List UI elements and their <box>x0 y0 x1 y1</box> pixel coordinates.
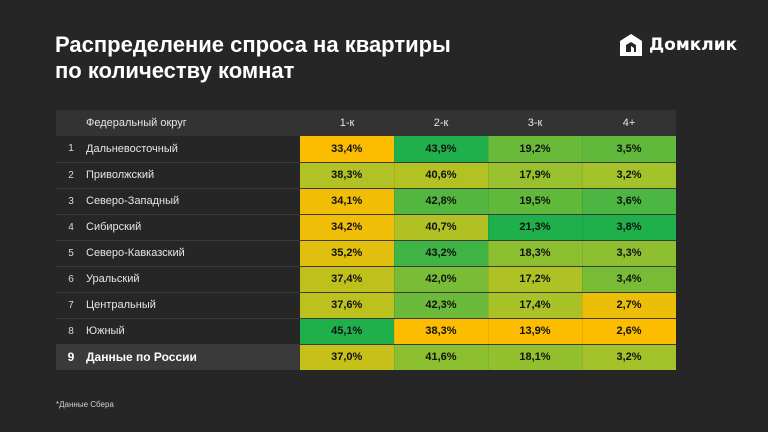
value-1-room: 45,1% <box>300 318 395 345</box>
district-name: Центральный <box>86 292 300 319</box>
value-4plus-room: 2,7% <box>582 292 677 319</box>
value-4plus-room: 3,8% <box>582 214 677 241</box>
page-title: Распределение спроса на квартиры по коли… <box>55 32 495 84</box>
footnote: *Данные Сбера <box>56 400 114 409</box>
header-3-room: 3-к <box>488 110 582 136</box>
value-3-room: 19,2% <box>488 136 583 163</box>
value-3-room: 18,3% <box>488 240 583 267</box>
value-4plus-room: 3,2% <box>582 162 677 189</box>
district-name: Северо-Западный <box>86 188 300 215</box>
table-row: 1 Дальневосточный 33,4% 43,9% 19,2% 3,5% <box>56 136 677 163</box>
district-name: Дальневосточный <box>86 136 300 163</box>
table-header-row: Федеральный округ 1-к 2-к 3-к 4+ <box>56 110 676 136</box>
page-title-line-2: по количеству комнат <box>55 58 295 83</box>
row-number: 4 <box>56 214 86 241</box>
table-row: 4 Сибирский 34,2% 40,7% 21,3% 3,8% <box>56 214 677 241</box>
value-3-room: 21,3% <box>488 214 583 241</box>
value-4plus-room: 3,3% <box>582 240 677 267</box>
row-number: 6 <box>56 266 86 293</box>
row-number: 2 <box>56 162 86 189</box>
table-row: 2 Приволжский 38,3% 40,6% 17,9% 3,2% <box>56 162 677 189</box>
value-2-room: 40,6% <box>394 162 489 189</box>
value-1-room: 38,3% <box>300 162 395 189</box>
value-4plus-room: 2,6% <box>582 318 677 345</box>
row-number: 8 <box>56 318 86 345</box>
table-row: 7 Центральный 37,6% 42,3% 17,4% 2,7% <box>56 292 677 319</box>
value-4plus-room: 3,2% <box>582 344 677 370</box>
value-1-room: 33,4% <box>300 136 395 163</box>
value-1-room: 37,6% <box>300 292 395 319</box>
table-total-row: 9 Данные по России 37,0% 41,6% 18,1% 3,2% <box>56 344 677 370</box>
value-4plus-room: 3,6% <box>582 188 677 215</box>
value-4plus-room: 3,5% <box>582 136 677 163</box>
value-1-room: 37,4% <box>300 266 395 293</box>
value-2-room: 42,3% <box>394 292 489 319</box>
value-2-room: 42,0% <box>394 266 489 293</box>
district-name: Северо-Кавказский <box>86 240 300 267</box>
value-1-room: 35,2% <box>300 240 395 267</box>
value-2-room: 41,6% <box>394 344 489 370</box>
value-2-room: 43,9% <box>394 136 489 163</box>
value-3-room: 19,5% <box>488 188 583 215</box>
district-name: Южный <box>86 318 300 345</box>
table-row: 6 Уральский 37,4% 42,0% 17,2% 3,4% <box>56 266 677 293</box>
header-4plus-room: 4+ <box>582 110 676 136</box>
domclick-logo: Домклик <box>619 33 737 57</box>
header-1-room: 1-к <box>300 110 394 136</box>
demand-table: Федеральный округ 1-к 2-к 3-к 4+ 1 Дальне… <box>56 110 677 370</box>
value-4plus-room: 3,4% <box>582 266 677 293</box>
value-1-room: 34,1% <box>300 188 395 215</box>
logo-text: Домклик <box>649 35 738 55</box>
row-number: 5 <box>56 240 86 267</box>
table-row: 8 Южный 45,1% 38,3% 13,9% 2,6% <box>56 318 677 345</box>
value-3-room: 18,1% <box>488 344 583 370</box>
district-name: Приволжский <box>86 162 300 189</box>
table-row: 5 Северо-Кавказский 35,2% 43,2% 18,3% 3,3% <box>56 240 677 267</box>
domclick-house-icon <box>620 34 642 56</box>
row-number: 9 <box>56 344 86 370</box>
row-number: 7 <box>56 292 86 319</box>
value-2-room: 38,3% <box>394 318 489 345</box>
header-2-room: 2-к <box>394 110 488 136</box>
row-number: 3 <box>56 188 86 215</box>
row-number: 1 <box>56 136 86 163</box>
value-1-room: 34,2% <box>300 214 395 241</box>
value-3-room: 13,9% <box>488 318 583 345</box>
district-name: Уральский <box>86 266 300 293</box>
page-title-line-1: Распределение спроса на квартиры <box>55 32 451 57</box>
district-name: Данные по России <box>86 344 300 370</box>
value-3-room: 17,4% <box>488 292 583 319</box>
header-number <box>56 110 86 136</box>
district-name: Сибирский <box>86 214 300 241</box>
value-2-room: 42,8% <box>394 188 489 215</box>
value-3-room: 17,9% <box>488 162 583 189</box>
header-district: Федеральный округ <box>86 110 300 136</box>
value-2-room: 43,2% <box>394 240 489 267</box>
table-row: 3 Северо-Западный 34,1% 42,8% 19,5% 3,6% <box>56 188 677 215</box>
value-2-room: 40,7% <box>394 214 489 241</box>
value-1-room: 37,0% <box>300 344 395 370</box>
value-3-room: 17,2% <box>488 266 583 293</box>
